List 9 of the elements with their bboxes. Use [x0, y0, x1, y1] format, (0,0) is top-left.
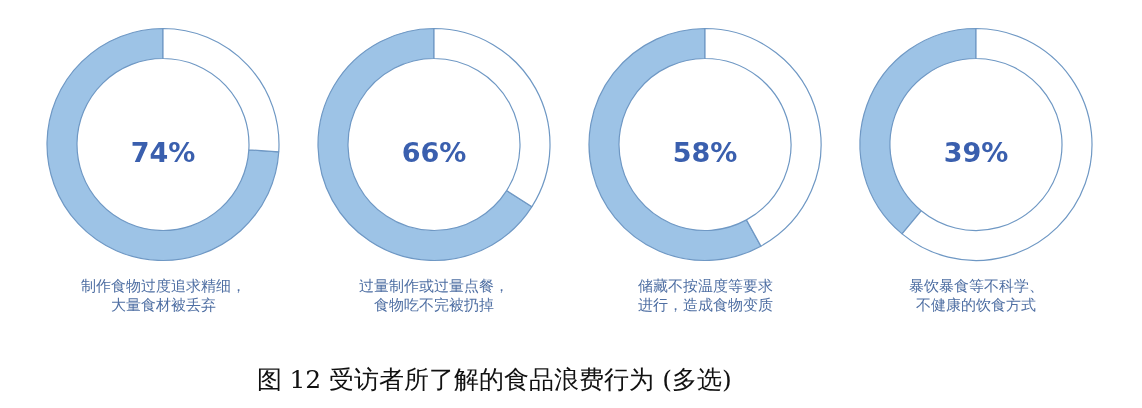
caption: 图 12 受访者所了解的食品浪费行为 (多选)	[256, 365, 732, 394]
text: 制作食物过度追求精细，大量食材被丢弃	[80, 276, 246, 315]
text: 66%	[401, 137, 467, 168]
text: 过量制作或过量点餐，食物吃不完被扔掉	[359, 276, 509, 315]
text: 暴饮暴食等不科学、不健康的饮食方式	[908, 276, 1044, 315]
text: 58%	[672, 137, 738, 168]
text: 74%	[130, 137, 196, 168]
text: 储藏不按温度等要求进行，造成食物变质	[637, 276, 773, 315]
text: 39%	[943, 137, 1009, 168]
